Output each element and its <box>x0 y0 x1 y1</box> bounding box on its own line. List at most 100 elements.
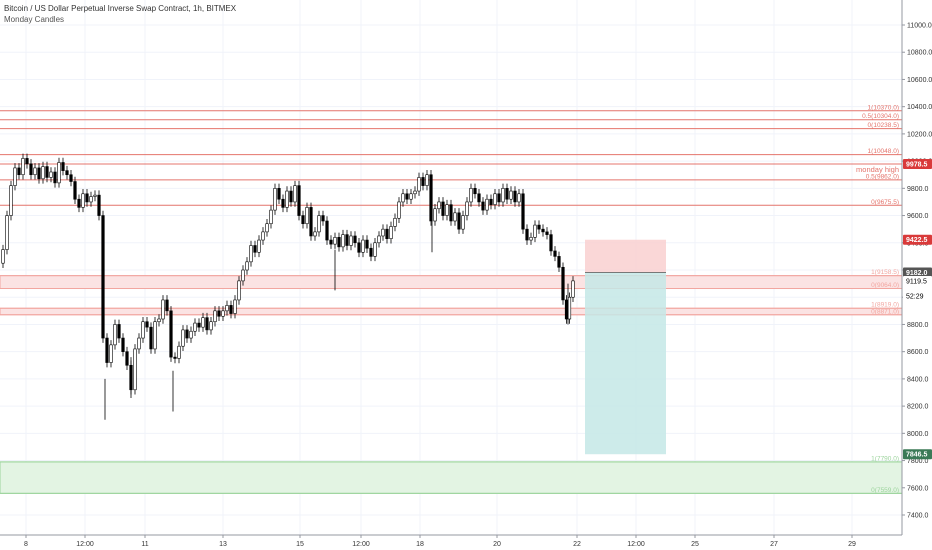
candle-body <box>465 201 469 216</box>
candle-body <box>533 224 537 238</box>
price-tag-label: 9978.5 <box>906 162 928 169</box>
candle-body <box>185 329 189 339</box>
candle-body <box>45 166 49 178</box>
candle-body <box>113 324 117 346</box>
candle-body <box>105 337 109 363</box>
time-tick-label: 15 <box>296 541 304 548</box>
candle-body <box>69 174 73 182</box>
candle-body <box>157 318 161 323</box>
candle-body <box>177 345 181 359</box>
price-tag <box>903 267 932 278</box>
candle-body <box>65 170 69 176</box>
price-tag <box>903 234 932 245</box>
candle-body <box>365 239 369 249</box>
candle-body <box>225 305 229 312</box>
resistance-zone <box>0 307 903 316</box>
candle-body <box>457 212 461 230</box>
candle-body <box>389 226 393 239</box>
candle-body <box>85 193 89 203</box>
candle-body <box>373 242 377 257</box>
candle-body <box>557 256 561 268</box>
price-tick-label: 9800.0 <box>907 186 929 193</box>
candle-body <box>409 193 413 200</box>
candle-body <box>553 250 557 257</box>
candle-body <box>217 310 221 317</box>
candle-body <box>309 207 313 237</box>
candle-body <box>101 215 105 339</box>
time-axis <box>0 535 932 550</box>
price-tag-label: 52:29 <box>906 293 924 300</box>
price-tag <box>903 449 932 460</box>
candle-body <box>237 280 241 301</box>
candle-body <box>501 188 505 203</box>
candle-body <box>165 299 169 312</box>
resistance-zone <box>0 275 903 290</box>
indicator-label: Monday Candles <box>4 15 65 24</box>
candle-body <box>109 344 113 363</box>
candle-body <box>425 174 429 186</box>
candle-body <box>337 237 341 248</box>
candle-body <box>493 193 497 205</box>
candle-body <box>357 242 361 253</box>
candle-body <box>325 220 329 241</box>
candle-body <box>321 215 325 222</box>
candle-body <box>393 217 397 227</box>
candle-body <box>421 177 425 186</box>
candle-body <box>197 322 201 328</box>
price-tick-label: 11000.0 <box>907 23 932 30</box>
chart-header: Bitcoin / US Dollar Perpetual Inverse Sw… <box>4 3 236 25</box>
price-tick-label: 10800.0 <box>907 50 932 57</box>
fib-level-label: 1(10370.0) <box>868 104 899 111</box>
fib-level-label: 0(9064.0) <box>871 282 899 289</box>
time-tick-label: 11 <box>141 541 148 548</box>
candle-body <box>29 163 33 176</box>
candle-body <box>281 198 285 208</box>
fib-level-label: 1(10048.0) <box>868 148 899 155</box>
price-tick-label: 8200.0 <box>907 404 929 411</box>
candle-body <box>385 228 389 239</box>
candle-body <box>57 162 61 184</box>
candle-body <box>245 261 249 271</box>
symbol-title: Bitcoin / US Dollar Perpetual Inverse Sw… <box>4 4 237 13</box>
time-tick-label: 27 <box>770 541 778 548</box>
candle-body <box>417 177 421 192</box>
candle-body <box>193 322 197 332</box>
time-tick-label: 29 <box>848 541 856 548</box>
candle-body <box>209 321 213 331</box>
candle-body <box>277 188 281 200</box>
price-tick-label: 7800.0 <box>907 458 929 465</box>
support-zone <box>0 461 903 494</box>
time-tick-label: 13 <box>219 541 227 548</box>
candle-body <box>397 201 401 219</box>
price-tag-label: 9422.5 <box>906 237 928 244</box>
candle-body <box>481 201 485 211</box>
time-tick-label: 25 <box>691 541 699 548</box>
time-tick-label: 8 <box>24 541 28 548</box>
candle-body <box>269 209 273 225</box>
candle-body <box>89 196 93 203</box>
candle-body <box>261 231 265 241</box>
candle-body <box>564 299 569 320</box>
monday-high-label: monday high <box>856 165 899 174</box>
price-tag-label: 7846.5 <box>906 452 928 459</box>
candle-body <box>25 158 29 165</box>
candle-body <box>477 193 481 203</box>
candle-body <box>541 228 545 233</box>
candle-body <box>117 324 121 339</box>
time-tick-label: 18 <box>416 541 424 548</box>
candle-body <box>509 190 513 200</box>
candle-body <box>441 201 445 216</box>
candle-body <box>253 245 257 253</box>
candle-body <box>201 317 205 328</box>
candle-body <box>433 208 437 222</box>
candle-body <box>513 190 517 203</box>
candle-body <box>13 167 17 186</box>
fib-level-label: 0(9675.5) <box>871 199 899 206</box>
candle-body <box>81 193 85 208</box>
candle-body <box>293 185 297 203</box>
candle-body <box>161 299 165 320</box>
price-tick-label: 9600.0 <box>907 213 929 220</box>
candle-body <box>437 201 441 210</box>
fib-level-label: 1(9158.5) <box>871 269 899 276</box>
